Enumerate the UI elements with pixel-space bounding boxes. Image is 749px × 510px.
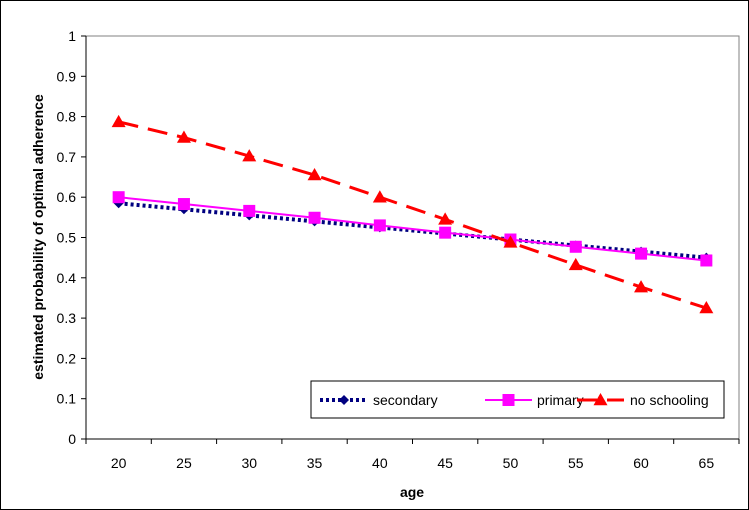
y-tick-label: 0.8 xyxy=(57,109,77,125)
data-point-no-schooling xyxy=(176,130,191,143)
x-tick-label: 20 xyxy=(111,455,127,471)
legend-marker-secondary xyxy=(339,395,349,405)
series-line-secondary xyxy=(118,201,707,260)
series-layer xyxy=(111,114,714,314)
x-axis-title: age xyxy=(400,484,424,500)
data-point-primary xyxy=(177,198,190,211)
y-tick-label: 0.3 xyxy=(57,310,77,326)
x-tick-label: 45 xyxy=(437,455,453,471)
x-tick-label: 30 xyxy=(241,455,257,471)
y-tick-label: 0.9 xyxy=(57,68,77,84)
data-point-primary xyxy=(569,240,582,253)
y-tick-label: 0 xyxy=(68,431,76,447)
data-point-no-schooling xyxy=(242,149,257,162)
data-point-no-schooling xyxy=(699,301,714,314)
data-point-primary xyxy=(308,211,321,224)
data-point-no-schooling xyxy=(503,235,518,248)
x-axis: 20 25 30 35 40 45 50 55 60 65 xyxy=(85,438,740,471)
data-point-primary xyxy=(700,254,713,267)
y-tick-label: 0.2 xyxy=(57,350,77,366)
x-tick-label: 55 xyxy=(568,455,584,471)
series-line-no-schooling xyxy=(118,120,707,310)
legend-label-primary: primary xyxy=(537,392,584,408)
y-axis: 0 0.1 0.2 0.3 0.4 0.5 0.6 0.7 0.8 0.9 1 xyxy=(57,28,87,447)
series-line-primary xyxy=(118,196,707,262)
data-point-primary xyxy=(439,226,452,239)
data-point-no-schooling xyxy=(634,280,649,293)
data-point-primary xyxy=(112,191,125,204)
legend-marker-no-schooling xyxy=(593,393,608,406)
y-tick-label: 0.6 xyxy=(57,189,77,205)
legend: secondary primary no schooling xyxy=(310,380,725,419)
data-point-no-schooling xyxy=(111,114,126,128)
data-point-no-schooling xyxy=(372,190,387,203)
legend-marker-primary xyxy=(502,394,515,406)
x-tick-label: 60 xyxy=(633,455,649,471)
x-tick-label: 50 xyxy=(503,455,519,471)
data-point-no-schooling xyxy=(307,168,322,181)
plot-area xyxy=(85,35,740,440)
x-tick-label: 40 xyxy=(372,455,388,471)
x-tick-label: 35 xyxy=(307,455,323,471)
x-tick-label: 25 xyxy=(176,455,192,471)
series-no-schooling xyxy=(111,114,714,314)
y-tick-label: 0.7 xyxy=(57,149,77,165)
legend-entry-secondary: secondary xyxy=(320,392,438,408)
y-tick-label: 0.5 xyxy=(57,230,77,246)
data-point-primary xyxy=(635,247,648,260)
legend-entry-no-schooling: no schooling xyxy=(577,392,709,408)
y-tick-label: 0.4 xyxy=(57,270,77,286)
y-axis-title: estimated probability of optimal adheren… xyxy=(30,94,46,380)
data-point-primary xyxy=(373,219,386,232)
legend-label-no-schooling: no schooling xyxy=(630,392,709,408)
data-point-no-schooling xyxy=(568,257,583,271)
series-primary xyxy=(112,191,713,267)
legend-label-secondary: secondary xyxy=(373,392,438,408)
y-tick-label: 0.1 xyxy=(57,391,77,407)
data-point-primary xyxy=(243,204,256,217)
y-tick-label: 1 xyxy=(68,28,76,44)
data-point-no-schooling xyxy=(438,212,453,225)
legend-entry-primary: primary xyxy=(485,392,584,408)
x-tick-label: 65 xyxy=(699,455,715,471)
